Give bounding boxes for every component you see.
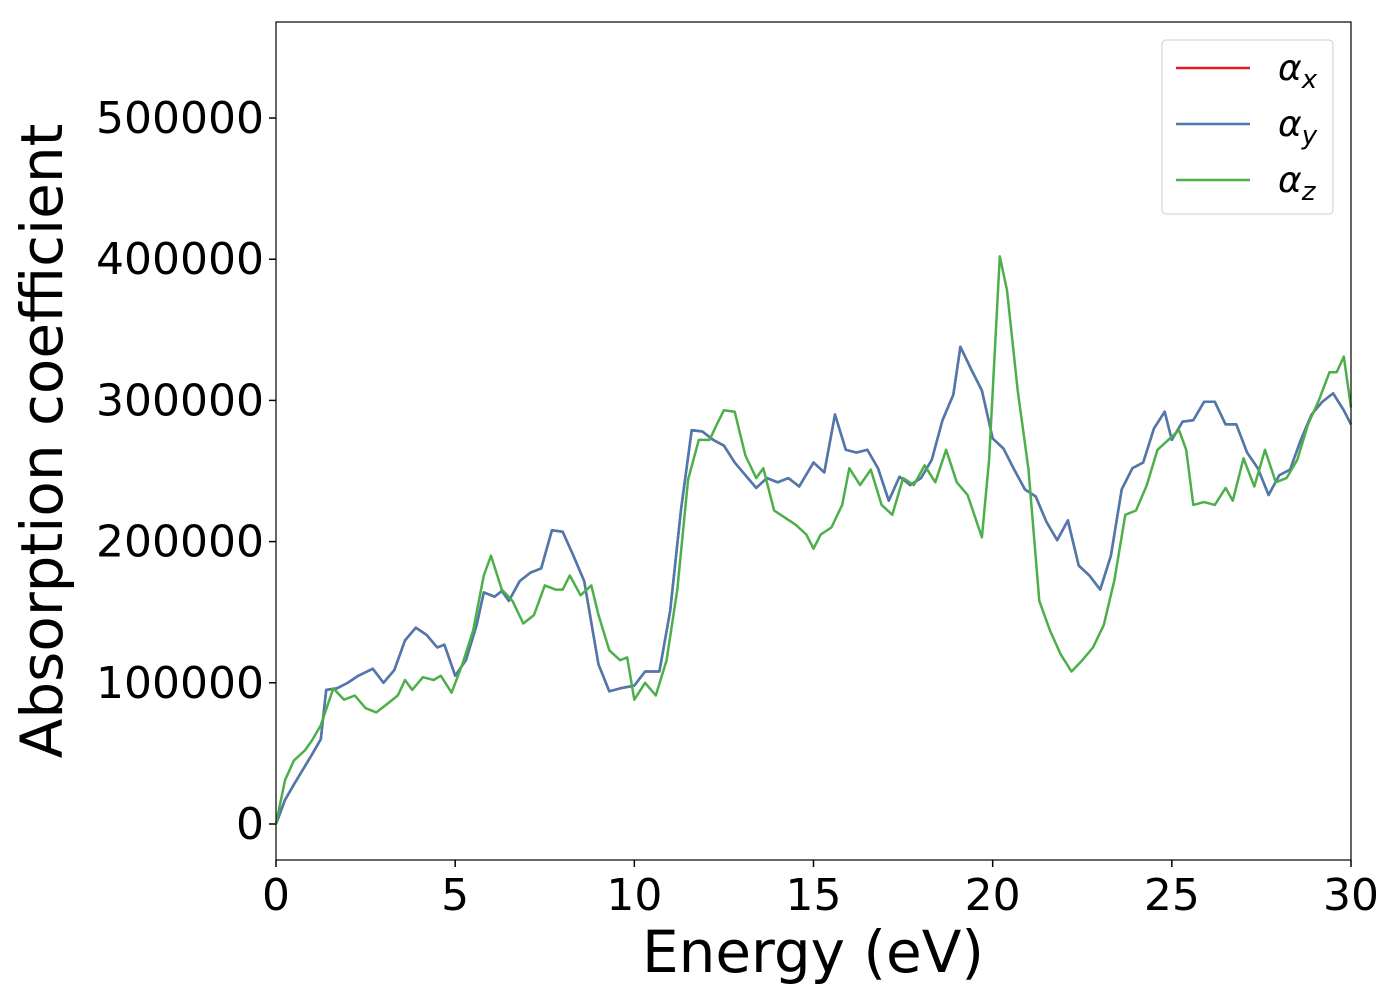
x-tick-label: 0	[262, 870, 290, 921]
y-tick-label: 0	[236, 799, 264, 850]
legend-label: αz	[1278, 160, 1317, 207]
x-tick-label: 30	[1323, 870, 1379, 921]
y-tick-label: 400000	[96, 234, 264, 285]
legend-label: αx	[1278, 48, 1318, 95]
x-tick-label: 20	[965, 870, 1021, 921]
y-tick-label: 200000	[96, 517, 264, 568]
line-series	[274, 345, 1353, 825]
x-tick-label: 10	[606, 870, 662, 921]
y-tick-label: 500000	[96, 93, 264, 144]
y-tick-label: 300000	[96, 375, 264, 426]
line-series	[274, 345, 1353, 825]
y-tick-label: 100000	[96, 658, 264, 709]
x-tick-label: 5	[441, 870, 469, 921]
y-axis-label: Absorption coefficient	[8, 124, 76, 759]
legend-box	[1161, 39, 1334, 215]
x-tick-label: 15	[786, 870, 842, 921]
x-tick-label: 25	[1144, 870, 1200, 921]
line-series	[274, 255, 1353, 825]
plot-frame	[275, 21, 1352, 861]
x-axis-label: Energy (eV)	[642, 918, 984, 986]
legend-label: αy	[1278, 104, 1318, 151]
